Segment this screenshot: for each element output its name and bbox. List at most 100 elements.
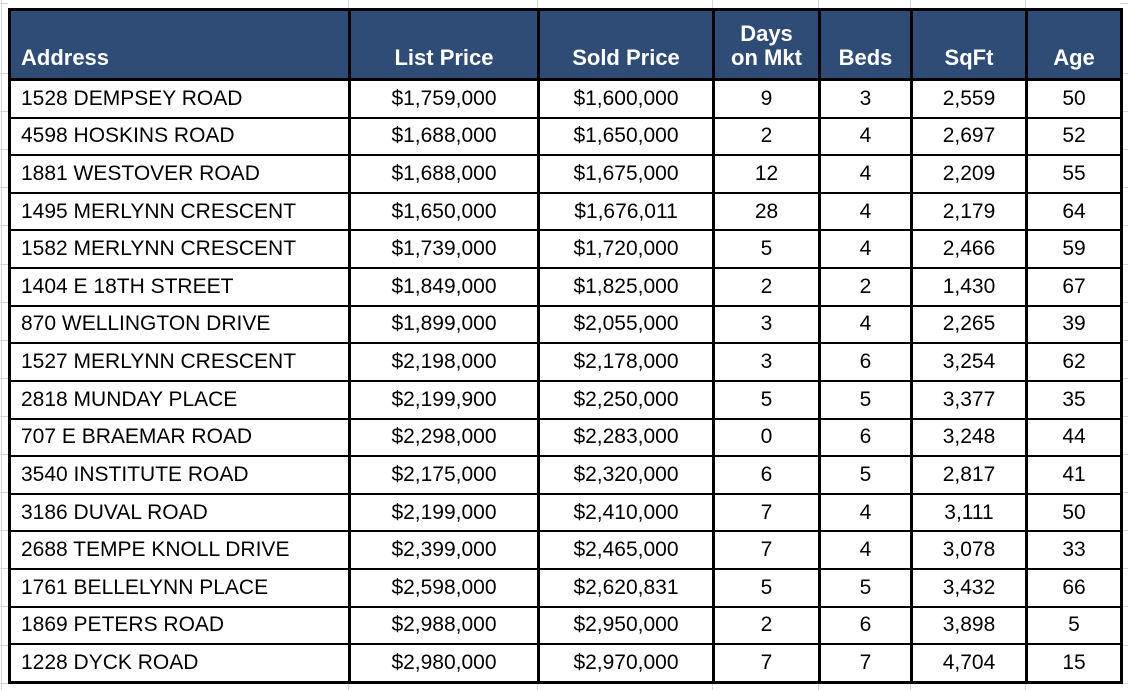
cell-age[interactable]: 67 [1025, 267, 1123, 307]
cell-sold-price[interactable]: $1,650,000 [537, 116, 715, 157]
cell-list-price[interactable]: $1,759,000 [348, 78, 540, 119]
cell-beds[interactable]: 6 [818, 605, 913, 646]
cell-list-price[interactable]: $2,598,000 [348, 567, 540, 608]
cell-sqft[interactable]: 2,265 [910, 304, 1028, 345]
cell-days-on-mkt[interactable]: 9 [712, 78, 821, 119]
cell-sold-price[interactable]: $1,825,000 [537, 267, 715, 307]
cell-sold-price[interactable]: $1,600,000 [537, 78, 715, 119]
cell-beds[interactable]: 4 [818, 229, 913, 270]
cell-address[interactable]: 1228 DYCK ROAD [8, 643, 351, 684]
cell-address[interactable]: 2688 TEMPE KNOLL DRIVE [8, 530, 351, 570]
cell-beds[interactable]: 3 [818, 78, 913, 119]
cell-sold-price[interactable]: $2,620,831 [537, 567, 715, 608]
cell-sqft[interactable]: 4,704 [910, 643, 1028, 684]
cell-address[interactable]: 870 WELLINGTON DRIVE [8, 304, 351, 345]
column-header-beds[interactable]: Beds [818, 9, 913, 81]
cell-age[interactable]: 41 [1025, 455, 1123, 495]
cell-beds[interactable]: 4 [818, 530, 913, 570]
cell-address[interactable]: 707 E BRAEMAR ROAD [8, 417, 351, 458]
cell-sold-price[interactable]: $2,970,000 [537, 643, 715, 684]
cell-sold-price[interactable]: $2,055,000 [537, 304, 715, 345]
cell-days-on-mkt[interactable]: 0 [712, 417, 821, 458]
cell-sold-price[interactable]: $2,410,000 [537, 492, 715, 533]
cell-days-on-mkt[interactable]: 2 [712, 267, 821, 307]
cell-days-on-mkt[interactable]: 3 [712, 342, 821, 382]
cell-sold-price[interactable]: $1,676,011 [537, 191, 715, 232]
cell-age[interactable]: 55 [1025, 154, 1123, 194]
cell-days-on-mkt[interactable]: 2 [712, 116, 821, 157]
cell-sqft[interactable]: 3,377 [910, 379, 1028, 420]
cell-sqft[interactable]: 2,209 [910, 154, 1028, 194]
column-header-age[interactable]: Age [1025, 9, 1123, 81]
cell-beds[interactable]: 6 [818, 417, 913, 458]
cell-age[interactable]: 50 [1025, 492, 1123, 533]
cell-list-price[interactable]: $2,298,000 [348, 417, 540, 458]
cell-list-price[interactable]: $1,739,000 [348, 229, 540, 270]
cell-beds[interactable]: 7 [818, 643, 913, 684]
cell-days-on-mkt[interactable]: 6 [712, 455, 821, 495]
cell-age[interactable]: 15 [1025, 643, 1123, 684]
cell-beds[interactable]: 5 [818, 379, 913, 420]
cell-address[interactable]: 4598 HOSKINS ROAD [8, 116, 351, 157]
cell-sqft[interactable]: 2,179 [910, 191, 1028, 232]
cell-sold-price[interactable]: $1,720,000 [537, 229, 715, 270]
cell-list-price[interactable]: $1,849,000 [348, 267, 540, 307]
cell-sold-price[interactable]: $2,283,000 [537, 417, 715, 458]
column-header-address[interactable]: Address [8, 9, 351, 81]
cell-age[interactable]: 50 [1025, 78, 1123, 119]
cell-list-price[interactable]: $1,688,000 [348, 154, 540, 194]
cell-sold-price[interactable]: $2,320,000 [537, 455, 715, 495]
cell-sqft[interactable]: 2,697 [910, 116, 1028, 157]
cell-days-on-mkt[interactable]: 28 [712, 191, 821, 232]
cell-sqft[interactable]: 3,248 [910, 417, 1028, 458]
cell-sold-price[interactable]: $2,465,000 [537, 530, 715, 570]
cell-beds[interactable]: 5 [818, 567, 913, 608]
cell-days-on-mkt[interactable]: 5 [712, 229, 821, 270]
cell-sqft[interactable]: 2,559 [910, 78, 1028, 119]
column-header-sold-price[interactable]: Sold Price [537, 9, 715, 81]
cell-sqft[interactable]: 3,898 [910, 605, 1028, 646]
cell-days-on-mkt[interactable]: 7 [712, 643, 821, 684]
cell-age[interactable]: 35 [1025, 379, 1123, 420]
cell-address[interactable]: 1869 PETERS ROAD [8, 605, 351, 646]
cell-sold-price[interactable]: $2,950,000 [537, 605, 715, 646]
cell-list-price[interactable]: $1,899,000 [348, 304, 540, 345]
cell-list-price[interactable]: $2,399,000 [348, 530, 540, 570]
cell-age[interactable]: 62 [1025, 342, 1123, 382]
cell-list-price[interactable]: $2,988,000 [348, 605, 540, 646]
cell-beds[interactable]: 4 [818, 154, 913, 194]
cell-address[interactable]: 1582 MERLYNN CRESCENT [8, 229, 351, 270]
cell-address[interactable]: 1404 E 18TH STREET [8, 267, 351, 307]
column-header-sqft[interactable]: SqFt [910, 9, 1028, 81]
cell-sold-price[interactable]: $1,675,000 [537, 154, 715, 194]
cell-sqft[interactable]: 3,111 [910, 492, 1028, 533]
cell-address[interactable]: 3186 DUVAL ROAD [8, 492, 351, 533]
cell-beds[interactable]: 2 [818, 267, 913, 307]
cell-list-price[interactable]: $2,199,000 [348, 492, 540, 533]
cell-sold-price[interactable]: $2,178,000 [537, 342, 715, 382]
cell-age[interactable]: 33 [1025, 530, 1123, 570]
cell-beds[interactable]: 5 [818, 455, 913, 495]
cell-address[interactable]: 1527 MERLYNN CRESCENT [8, 342, 351, 382]
cell-days-on-mkt[interactable]: 7 [712, 492, 821, 533]
cell-beds[interactable]: 4 [818, 304, 913, 345]
cell-address[interactable]: 1528 DEMPSEY ROAD [8, 78, 351, 119]
column-header-list-price[interactable]: List Price [348, 9, 540, 81]
cell-list-price[interactable]: $2,199,900 [348, 379, 540, 420]
cell-list-price[interactable]: $1,688,000 [348, 116, 540, 157]
cell-beds[interactable]: 4 [818, 492, 913, 533]
cell-days-on-mkt[interactable]: 2 [712, 605, 821, 646]
cell-list-price[interactable]: $2,198,000 [348, 342, 540, 382]
cell-beds[interactable]: 4 [818, 191, 913, 232]
cell-days-on-mkt[interactable]: 5 [712, 379, 821, 420]
cell-sqft[interactable]: 3,078 [910, 530, 1028, 570]
cell-age[interactable]: 5 [1025, 605, 1123, 646]
cell-address[interactable]: 1881 WESTOVER ROAD [8, 154, 351, 194]
cell-address[interactable]: 1495 MERLYNN CRESCENT [8, 191, 351, 232]
cell-age[interactable]: 66 [1025, 567, 1123, 608]
cell-list-price[interactable]: $2,980,000 [348, 643, 540, 684]
cell-age[interactable]: 39 [1025, 304, 1123, 345]
cell-sqft[interactable]: 2,466 [910, 229, 1028, 270]
cell-age[interactable]: 59 [1025, 229, 1123, 270]
cell-days-on-mkt[interactable]: 12 [712, 154, 821, 194]
